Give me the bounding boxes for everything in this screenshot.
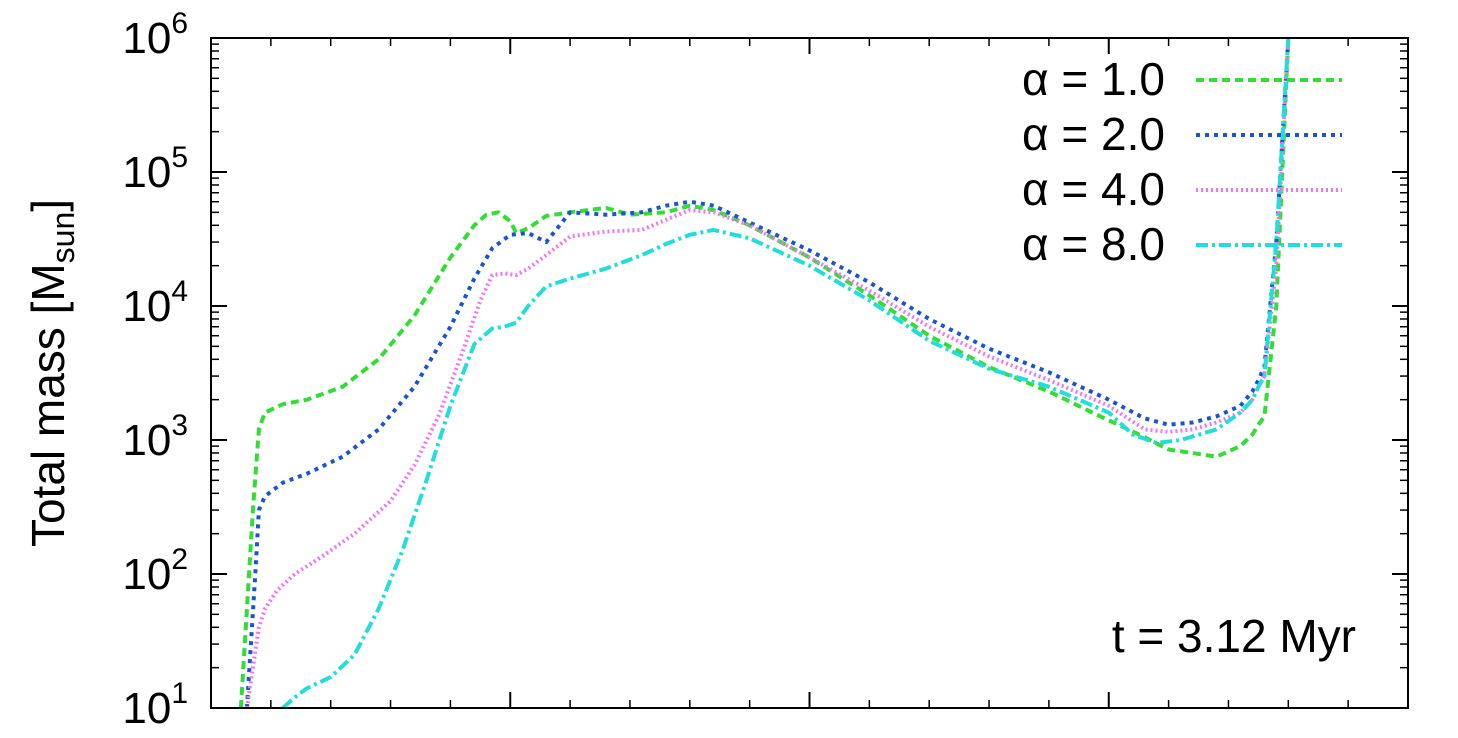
y-tick-base: 10 <box>122 282 171 331</box>
y-tick-exponent: 6 <box>171 7 188 40</box>
series-line-2 <box>244 38 1291 708</box>
y-tick-label: 105 <box>122 141 188 197</box>
series-line-3 <box>244 38 1291 708</box>
y-axis-title-subscript: sun <box>45 212 81 264</box>
series-lines <box>238 38 1291 708</box>
legend-label-2: α = 2.0 <box>1022 108 1165 160</box>
y-axis-title-main: Total mass [M <box>22 263 74 547</box>
y-tick-base: 10 <box>122 14 171 63</box>
legend-label-3: α = 4.0 <box>1022 163 1165 215</box>
series-line-4 <box>281 38 1291 708</box>
y-tick-label: 106 <box>122 7 188 63</box>
y-tick-base: 10 <box>122 550 171 599</box>
y-tick-exponent: 3 <box>171 409 188 442</box>
y-axis-title: Total mass [Msun] <box>22 199 81 547</box>
y-tick-exponent: 5 <box>171 141 188 174</box>
y-tick-label: 101 <box>122 677 188 733</box>
y-tick-label: 103 <box>122 409 188 465</box>
time-annotation: t = 3.12 Myr <box>1112 610 1356 662</box>
legend-label-4: α = 8.0 <box>1022 218 1165 270</box>
y-tick-base: 10 <box>122 148 171 197</box>
y-axis-title-close: ] <box>22 199 74 212</box>
y-tick-label: 102 <box>122 543 188 599</box>
y-tick-exponent: 4 <box>171 275 188 308</box>
plot-frame <box>210 37 1409 709</box>
axis-ticks <box>210 37 1409 709</box>
y-tick-base: 10 <box>122 684 171 733</box>
y-tick-exponent: 1 <box>171 677 188 710</box>
y-tick-base: 10 <box>122 416 171 465</box>
y-tick-label: 104 <box>122 275 188 331</box>
y-tick-exponent: 2 <box>171 543 188 576</box>
legend-label-1: α = 1.0 <box>1022 53 1165 105</box>
legend: α = 1.0α = 2.0α = 4.0α = 8.0 <box>1022 53 1342 270</box>
series-line-1 <box>238 38 1291 708</box>
